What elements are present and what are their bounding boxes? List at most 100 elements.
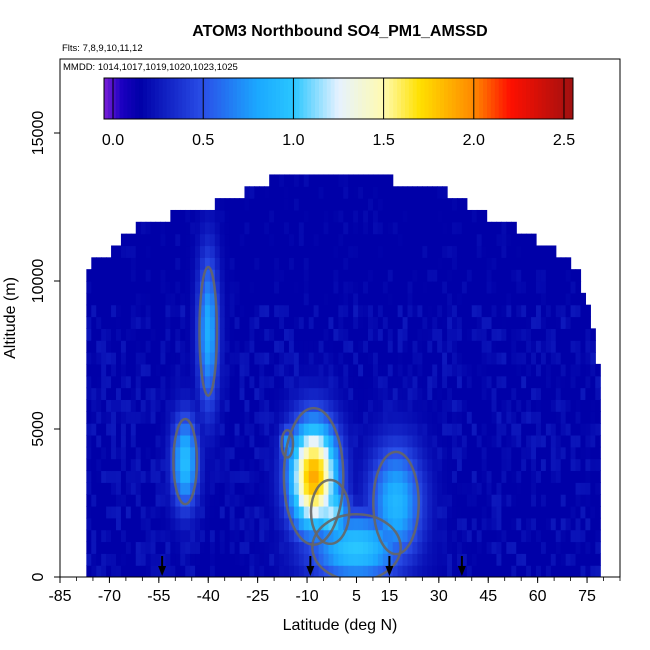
heat-cell [358,304,364,318]
heat-cell [204,281,211,294]
heat-cell [111,553,117,566]
heat-cell [382,423,389,436]
heat-cell [486,363,493,377]
heat-cell [106,423,112,436]
heat-cell [397,411,404,424]
heat-cell [200,458,206,472]
heat-cell [209,257,216,270]
heat-cell [106,375,112,389]
heat-cell [540,269,547,282]
heat-cell [545,281,552,294]
heat-cell [417,446,423,460]
heat-cell [155,541,162,554]
heat-cell [180,517,186,531]
heat-cell [170,363,176,377]
heat-cell [382,494,389,507]
heat-cell [204,387,211,400]
heat-cell [368,446,374,460]
heat-cell [496,221,503,235]
heat-cell [452,541,458,554]
heat-cell [200,517,206,531]
heat-cell [338,470,344,483]
heat-cell [293,517,300,531]
heat-cell [560,257,567,270]
heat-cell [417,399,423,412]
heat-cell [481,482,488,495]
heat-cell [491,458,498,472]
heat-cell [249,352,255,365]
heat-cell [279,494,285,507]
heat-cell [397,458,404,472]
heat-cell [254,541,260,554]
heat-cell [264,494,270,507]
heat-cell [274,423,280,436]
heat-cell [442,565,448,577]
heat-cell [259,565,265,577]
heat-cell [372,304,379,318]
heat-cell [486,505,493,519]
heat-cell [511,434,517,448]
heat-cell [348,209,354,223]
heat-cell [254,198,260,211]
heat-cell [333,328,339,341]
heat-cell [392,399,399,412]
heat-cell [333,470,339,483]
heat-cell [209,494,216,507]
heat-cell [437,245,443,258]
heat-cell [254,292,260,306]
heat-cell [466,281,473,294]
heat-cell [526,541,532,554]
heat-cell [165,340,171,353]
heat-cell [86,292,92,306]
heat-cell [536,257,542,270]
heat-cell [170,304,176,318]
heat-cell [269,387,275,400]
heat-cell [491,281,498,294]
heat-cell [565,411,572,424]
heat-cell [195,423,201,436]
heat-cell [269,292,275,306]
heat-cell [407,387,414,400]
heat-cell [333,174,339,187]
heat-cell [338,434,344,448]
heat-cell [318,494,325,507]
heat-cell [447,352,453,365]
heat-cell [372,529,379,543]
heat-cell [570,375,577,389]
heat-cell [550,423,557,436]
colorbar-swatch [373,78,379,119]
heat-cell [288,505,295,519]
heat-cell [526,328,532,341]
heat-cell [471,411,478,424]
heat-cell [323,186,330,199]
heat-cell [91,352,97,365]
heat-cell [195,328,201,341]
heat-cell [229,316,236,329]
heat-cell [190,399,196,412]
heat-cell [318,221,325,235]
heat-cell [456,221,463,235]
heat-cell [91,375,97,389]
heat-cell [244,387,251,400]
heat-cell [368,541,374,554]
heat-cell [372,541,379,554]
dates-subtitle: MMDD: 1014,1017,1019,1020,1023,1025 [63,62,238,73]
heat-cell [372,198,379,211]
heat-cell [190,363,196,377]
heat-cell [288,387,295,400]
heat-cell [244,458,251,472]
heat-cell [496,257,503,270]
heat-cell [224,423,231,436]
heat-cell [244,363,251,377]
heat-cell [516,292,522,306]
heat-cell [521,340,527,353]
heat-cell [422,529,428,543]
heat-cell [249,375,255,389]
heat-cell [323,446,330,460]
heat-cell [471,434,478,448]
heat-cell [377,434,384,448]
heat-cell [200,221,206,235]
heat-cell [175,434,181,448]
heat-cell [496,375,503,389]
heat-cell [501,269,507,282]
